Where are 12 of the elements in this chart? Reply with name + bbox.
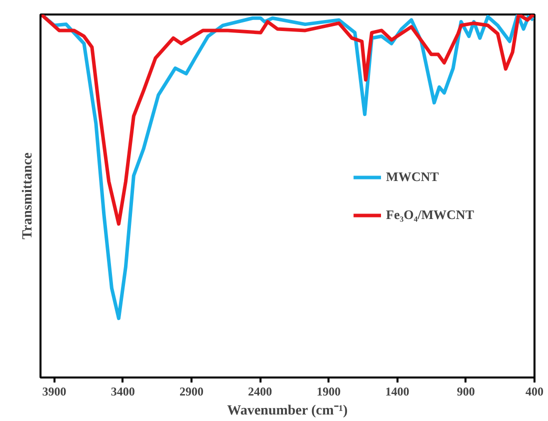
legend-label: MWCNT [386,168,439,184]
x-tick-label: 400 [526,384,544,398]
x-axis-title: Wavenumber (cm⁻¹) [227,404,348,418]
x-tick-label: 1400 [385,384,410,398]
x-tick-label: 3400 [110,384,135,398]
y-axis-title: Transmittance [20,152,36,240]
x-tick-label: 1900 [316,384,341,398]
x-tick-label: 2900 [179,384,204,398]
x-tick-label: 2400 [248,384,272,398]
x-tick-label: 3900 [42,384,66,398]
legend-label: Fe₃O₄/MWCNT [386,206,474,222]
x-tick-label: 900 [456,384,475,398]
